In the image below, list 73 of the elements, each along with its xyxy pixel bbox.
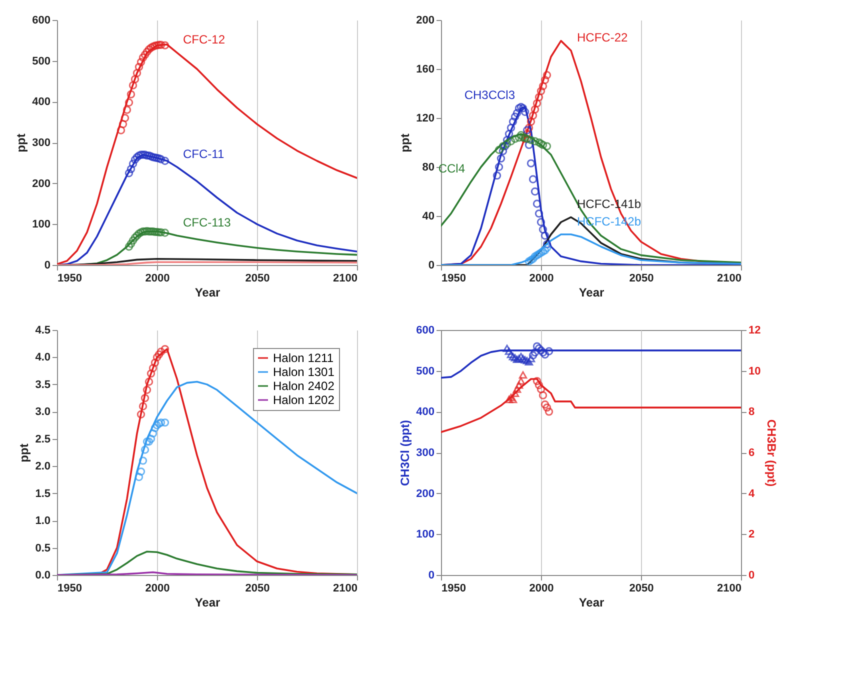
y-tick-label: 3.5: [35, 378, 50, 391]
x-tick-label: 2000: [529, 272, 554, 284]
annotation: CFC-11: [183, 147, 224, 161]
y2-tick-label: 2: [748, 528, 755, 541]
y-tick-label: 0: [428, 570, 434, 582]
x-axis-title: Year: [578, 286, 605, 300]
y-tick-label: 300: [416, 447, 434, 459]
y-tick-label: 2.5: [35, 433, 50, 446]
x-tick-label: 2000: [145, 272, 170, 284]
x-tick-label: 1950: [442, 582, 466, 594]
y-tick-label: 300: [32, 137, 50, 149]
y-tick-label: 500: [416, 365, 434, 378]
legend-label: Halon 1301: [273, 365, 335, 379]
y-tick-label: 200: [32, 178, 50, 190]
y-tick-label: 1.5: [35, 488, 50, 500]
y2-axis-title: CH3Br (ppt): [764, 419, 779, 487]
x-tick-label: 2100: [717, 272, 742, 284]
y-tick-label: 2.0: [35, 460, 50, 473]
y-tick-label: 1.0: [35, 515, 50, 528]
x-tick-label: 2000: [145, 582, 170, 594]
y-tick-label: 80: [422, 162, 434, 174]
y-tick-label: 100: [416, 528, 434, 541]
y-tick-label: 100: [32, 218, 50, 231]
y2-tick-label: 8: [748, 406, 755, 418]
y-tick-label: 40: [422, 210, 434, 222]
x-axis-title: Year: [194, 286, 221, 300]
y-tick-label: 400: [32, 96, 50, 108]
y2-tick-label: 10: [748, 365, 761, 378]
line-series: [441, 378, 741, 433]
x-axis-title: Year: [194, 596, 221, 610]
legend-label: Halon 2402: [273, 379, 335, 393]
y-axis-title: ppt: [17, 444, 32, 462]
x-tick-label: 2000: [529, 582, 554, 594]
y-tick-label: 200: [416, 488, 434, 500]
y-tick-label: 0.5: [35, 542, 50, 554]
annotation: CFC-12: [183, 32, 226, 47]
y2-tick-label: 12: [748, 324, 761, 336]
legend-label: Halon 1211: [273, 351, 334, 365]
annotation: CFC-113: [183, 216, 232, 230]
x-tick-label: 2050: [245, 582, 270, 594]
y-tick-label: 0: [428, 260, 434, 272]
x-tick-label: 2050: [629, 272, 654, 284]
y-axis-title: ppt: [14, 134, 28, 152]
y-tick-label: 400: [416, 406, 434, 418]
x-tick-label: 2100: [333, 272, 358, 284]
line-series: [441, 133, 741, 264]
x-tick-label: 2100: [717, 582, 742, 594]
y-tick-label: 600: [416, 324, 434, 336]
y-tick-label: 500: [32, 55, 50, 68]
x-tick-label: 2050: [245, 272, 270, 284]
x-tick-label: 1950: [442, 272, 466, 284]
legend-label: Halon 1202: [273, 393, 335, 407]
y-axis-title: ppt: [398, 134, 412, 152]
y-tick-label: 4.5: [35, 324, 50, 336]
x-tick-label: 2050: [629, 582, 654, 594]
y-tick-label: 120: [416, 112, 434, 124]
annotation: HCFC-22: [577, 30, 628, 45]
x-tick-label: 1950: [58, 582, 82, 594]
y-tick-label: 4.0: [35, 352, 50, 364]
x-tick-label: 2100: [333, 582, 358, 594]
y-axis-title: CH3Cl (ppt): [398, 420, 412, 486]
y2-tick-label: 0: [748, 570, 755, 582]
x-axis-title: Year: [578, 596, 605, 610]
y-tick-label: 200: [416, 14, 434, 26]
y-tick-label: 0: [44, 260, 50, 272]
y2-tick-label: 4: [748, 488, 756, 500]
x-tick-label: 1950: [58, 272, 82, 284]
y2-tick-label: 6: [748, 447, 755, 459]
annotation: CH3CCl3: [464, 88, 516, 102]
y-tick-label: 160: [416, 64, 434, 76]
y-tick-label: 600: [32, 14, 50, 26]
y-tick-label: 0.0: [35, 570, 50, 582]
y-tick-label: 3.0: [35, 406, 50, 418]
